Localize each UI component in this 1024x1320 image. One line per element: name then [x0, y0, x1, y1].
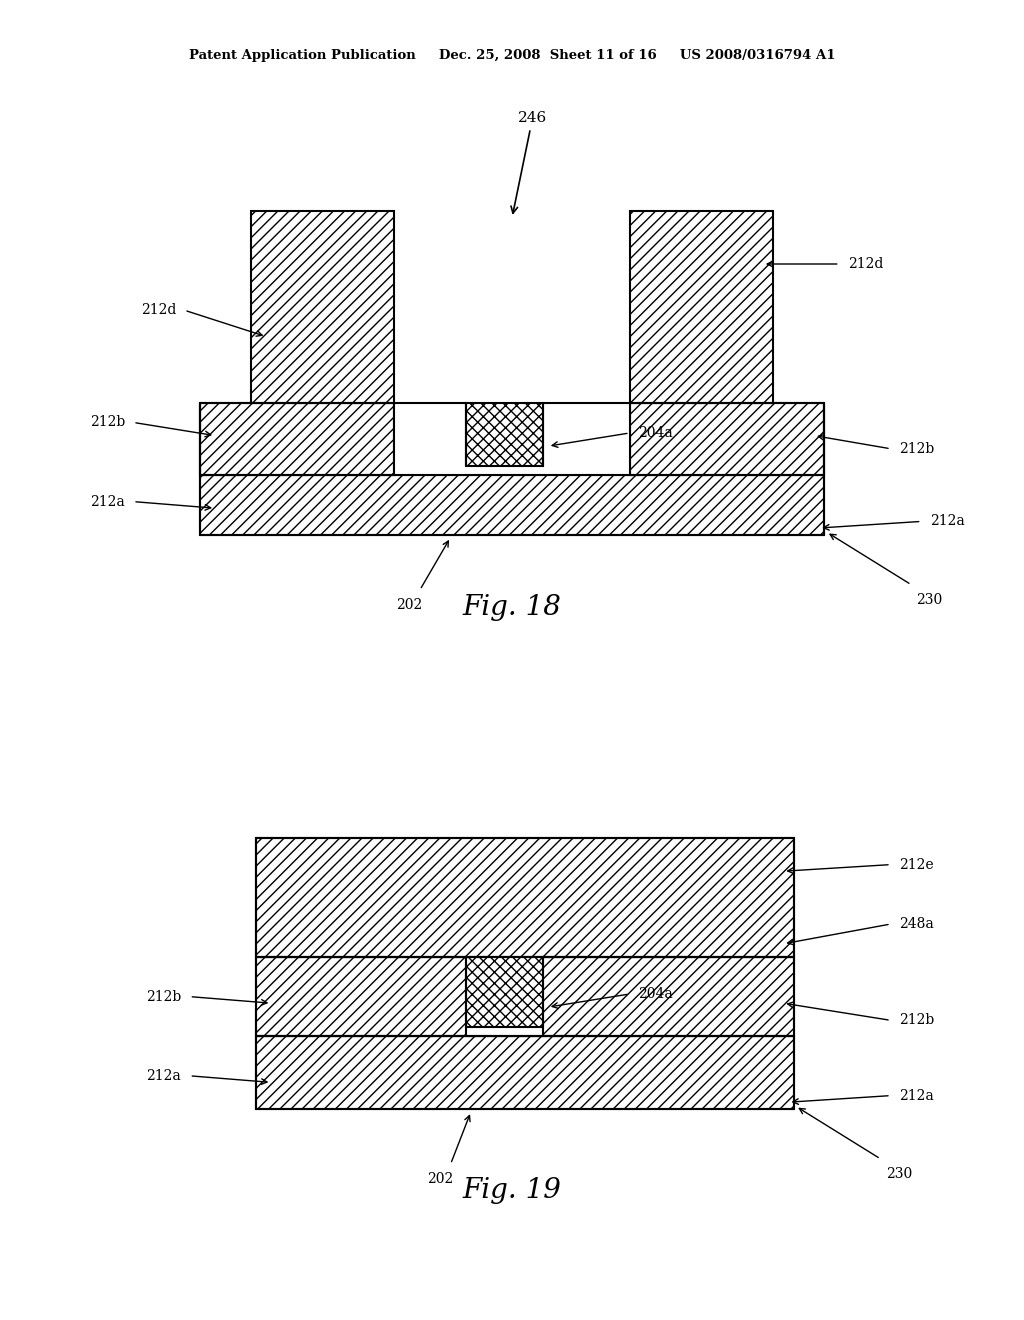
Text: 204a: 204a: [638, 426, 673, 440]
Text: 212d: 212d: [848, 257, 884, 271]
Text: 212a: 212a: [899, 1089, 934, 1102]
Bar: [256, 957, 794, 1036]
Text: 212a: 212a: [146, 1069, 181, 1082]
Text: Fig. 19: Fig. 19: [463, 1177, 561, 1204]
Bar: [466, 403, 543, 466]
Bar: [630, 403, 824, 475]
Text: 246: 246: [511, 111, 547, 214]
Bar: [200, 475, 824, 535]
Text: 248a: 248a: [899, 917, 934, 931]
Text: Patent Application Publication     Dec. 25, 2008  Sheet 11 of 16     US 2008/031: Patent Application Publication Dec. 25, …: [188, 49, 836, 62]
Text: 212e: 212e: [899, 858, 934, 871]
Bar: [466, 957, 543, 1027]
Text: Fig. 18: Fig. 18: [463, 594, 561, 620]
Text: 202: 202: [396, 598, 423, 612]
Bar: [200, 403, 394, 475]
Bar: [466, 957, 543, 1036]
Text: 202: 202: [427, 1172, 454, 1187]
Text: 230: 230: [916, 593, 943, 607]
Text: 230: 230: [886, 1167, 912, 1181]
Text: 212d: 212d: [140, 304, 176, 317]
Text: 212a: 212a: [930, 515, 965, 528]
Bar: [256, 838, 794, 957]
Bar: [256, 1036, 794, 1109]
Text: 204a: 204a: [638, 987, 673, 1001]
Bar: [630, 211, 773, 403]
Bar: [394, 403, 630, 475]
Bar: [251, 211, 394, 403]
Text: 212b: 212b: [146, 990, 181, 1003]
Text: 212b: 212b: [90, 416, 125, 429]
Text: 212a: 212a: [90, 495, 125, 508]
Text: 212b: 212b: [899, 442, 934, 455]
Text: 212b: 212b: [899, 1014, 934, 1027]
